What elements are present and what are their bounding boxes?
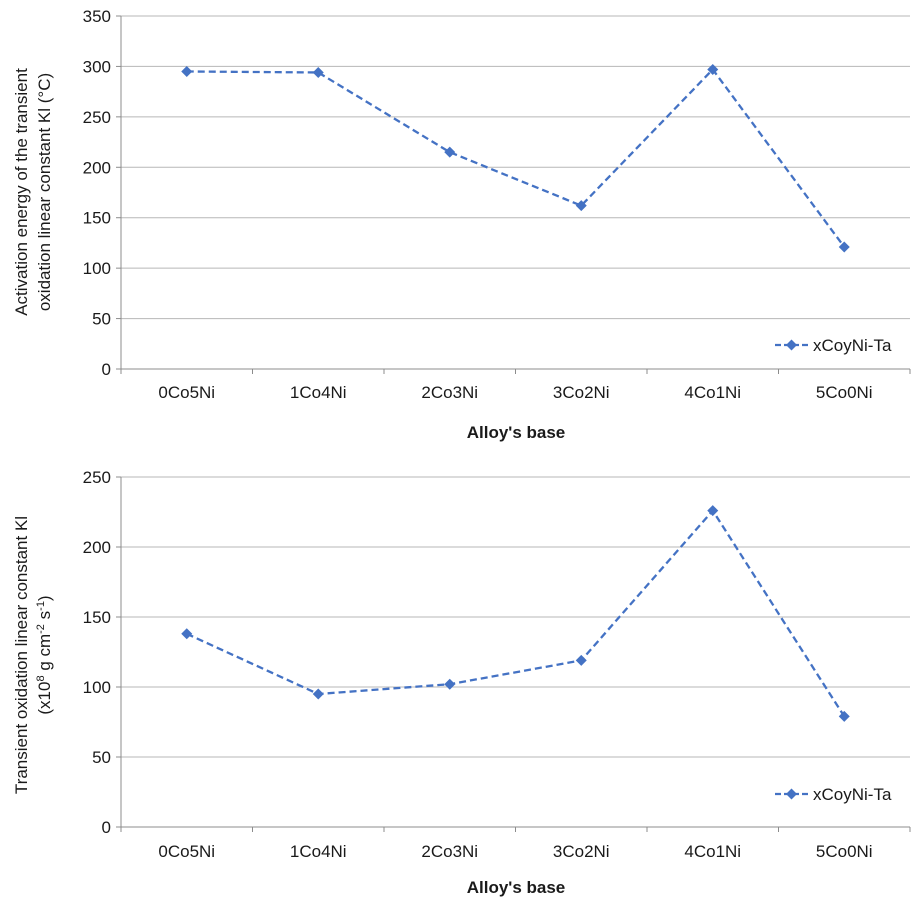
y-axis-label-line1: Transient oxidation linear constant Kl [12, 516, 31, 794]
series-line [186, 67, 846, 248]
x-tick-label: 3Co2Ni [553, 383, 610, 402]
y-tick-label: 150 [83, 608, 111, 627]
y-tick-label: 250 [83, 108, 111, 127]
x-tick-label: 4Co1Ni [684, 842, 741, 861]
y-tick-label: 350 [83, 7, 111, 26]
data-point [838, 710, 850, 722]
data-point [444, 678, 456, 690]
data-point [707, 505, 719, 517]
data-point [838, 241, 850, 253]
y-axis-label-line2: (x108 g cm-2 s-1) [35, 595, 54, 714]
data-point [575, 200, 587, 212]
y-tick-label: 100 [83, 259, 111, 278]
x-tick-label: 4Co1Ni [684, 383, 741, 402]
y-tick-label: 200 [83, 538, 111, 557]
chart-top: 0 50 100 150 200 250 300 350 0Co5Ni 1Co4Ni 2Co3Ni… [12, 7, 911, 442]
y-tick-label: 0 [102, 360, 111, 379]
data-point [575, 654, 587, 666]
data-point [312, 66, 324, 78]
y-tick-label: 50 [92, 310, 111, 329]
y-tick-label: 50 [92, 748, 111, 767]
series [181, 63, 850, 253]
legend-label: xCoyNi-Ta [813, 336, 892, 355]
y-tick-label: 200 [83, 158, 111, 177]
x-tick-label: 0Co5Ni [158, 842, 215, 861]
gridlines [116, 15, 911, 374]
data-point [181, 65, 193, 77]
chart-bottom: 0 50 100 150 200 250 0Co5Ni 1Co4Ni 2Co3Ni 3Co2Ni… [12, 468, 911, 897]
data-point [181, 628, 193, 640]
x-tick-label: 3Co2Ni [553, 842, 610, 861]
x-axis-label: Alloy's base [467, 423, 566, 442]
legend-marker [786, 339, 797, 351]
y-tick-label: 0 [102, 818, 111, 837]
y-axis-label-line1: Activation energy of the transient [12, 68, 31, 316]
x-tick-label: 2Co3Ni [421, 383, 478, 402]
y-tick-label: 300 [83, 57, 111, 76]
x-tick-label: 0Co5Ni [158, 383, 215, 402]
y-tick-label: 100 [83, 678, 111, 697]
x-tick-labels: 0Co5Ni 1Co4Ni 2Co3Ni 3Co2Ni 4Co1Ni 5Co0Ni [158, 383, 872, 402]
y-tick-labels: 0 50 100 150 200 250 300 350 [83, 7, 111, 379]
legend: xCoyNi-Ta [775, 336, 892, 355]
legend: xCoyNi-Ta [775, 785, 892, 804]
series [181, 505, 850, 722]
legend-label: xCoyNi-Ta [813, 785, 892, 804]
x-tick-labels: 0Co5Ni 1Co4Ni 2Co3Ni 3Co2Ni 4Co1Ni 5Co0Ni [158, 842, 872, 861]
x-tick-label: 5Co0Ni [816, 842, 873, 861]
y-tick-labels: 0 50 100 150 200 250 [83, 468, 111, 837]
y-axis-label-line2: oxidation linear constant Kl (°C) [35, 73, 54, 311]
y-tick-label: 150 [83, 209, 111, 228]
series-line [186, 508, 846, 718]
data-point [444, 146, 456, 158]
x-tick-label: 5Co0Ni [816, 383, 873, 402]
data-point [707, 63, 719, 75]
gridlines [116, 476, 911, 832]
x-tick-label: 1Co4Ni [290, 842, 347, 861]
x-tick-label: 1Co4Ni [290, 383, 347, 402]
legend-marker [786, 788, 797, 800]
y-tick-label: 250 [83, 468, 111, 487]
data-point [312, 688, 324, 700]
x-axis-label: Alloy's base [467, 878, 566, 897]
x-tick-label: 2Co3Ni [421, 842, 478, 861]
